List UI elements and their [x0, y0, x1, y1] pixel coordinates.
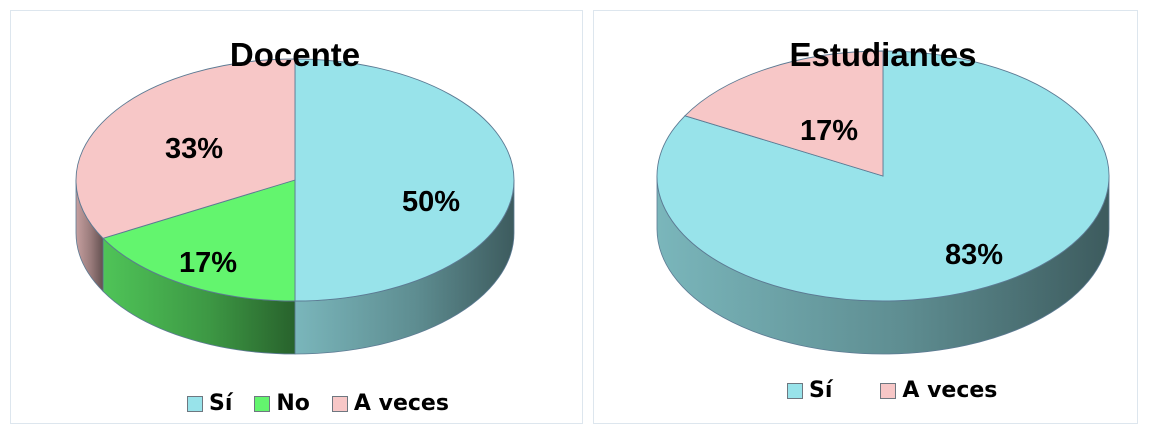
legend-swatch-si	[787, 382, 803, 399]
pie-chart-estudiantes: 83% 17% Estudiantes	[656, 36, 1110, 355]
legend-label-a-veces: A veces	[902, 378, 998, 403]
pie-slice-a-veces	[684, 50, 884, 177]
pie-chart-docente: 50% 17% 33% Docente	[75, 36, 515, 355]
legend-item-no: No	[254, 391, 310, 416]
legend-item-a-veces: A veces	[331, 391, 449, 416]
data-label-no: 17%	[179, 247, 237, 279]
legend-label-si: Sí	[209, 391, 233, 416]
legend-label-si: Sí	[809, 378, 833, 403]
legend-estudiantes: Sí A veces	[787, 378, 997, 403]
legend-swatch-no	[254, 395, 271, 412]
legend-item-si: Sí	[187, 391, 232, 416]
pie-slice-si	[294, 58, 515, 302]
legend-docente: Sí No A veces	[187, 391, 449, 416]
data-label-a-veces: 17%	[800, 115, 858, 147]
data-label-a-veces: 33%	[165, 133, 223, 165]
data-label-si: 50%	[402, 186, 460, 218]
legend-label-no: No	[276, 391, 310, 416]
legend-item-si: Sí	[787, 378, 832, 403]
pie-slice-no	[102, 179, 296, 302]
legend-swatch-a-veces	[880, 382, 897, 399]
pie-side-walls	[75, 179, 515, 355]
chart-title-docente: Docente	[230, 36, 360, 73]
chart-panel-estudiantes: 83% 17% Estudiantes Sí A veces	[593, 10, 1138, 424]
data-label-si: 83%	[945, 239, 1003, 271]
legend-item-a-veces: A veces	[880, 378, 997, 403]
legend-swatch-a-veces	[331, 395, 348, 412]
chart-title-estudiantes: Estudiantes	[789, 36, 976, 73]
legend-label-a-veces: A veces	[353, 391, 449, 416]
pie-slice-a-veces	[75, 58, 296, 239]
chart-panel-docente: 50% 17% 33% Docente Sí No A veces	[10, 10, 583, 424]
legend-swatch-si	[187, 395, 203, 412]
